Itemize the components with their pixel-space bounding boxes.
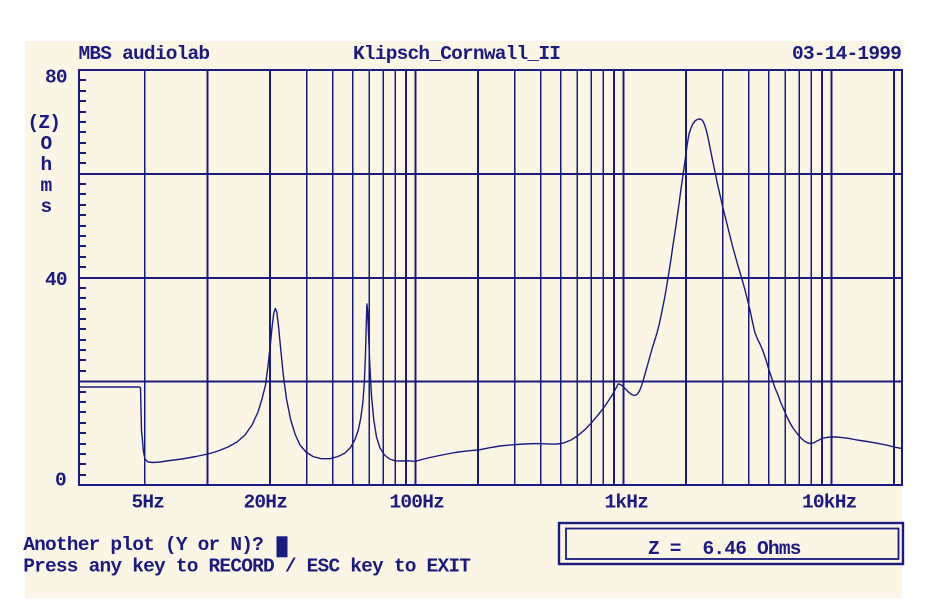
svg-text:20Hz: 20Hz xyxy=(244,492,288,514)
svg-text:O: O xyxy=(41,133,53,155)
svg-text:10kHz: 10kHz xyxy=(802,492,857,514)
svg-text:5Hz: 5Hz xyxy=(132,492,165,514)
svg-text:h: h xyxy=(41,154,52,176)
svg-text:Z = 6.46 Ohms: Z = 6.46 Ohms xyxy=(648,538,801,560)
svg-text:0: 0 xyxy=(55,470,66,492)
svg-text:(Z): (Z) xyxy=(28,112,61,134)
svg-text:m: m xyxy=(41,175,52,197)
svg-text:Klipsch_Cornwall_II: Klipsch_Cornwall_II xyxy=(353,43,560,65)
svg-text:Another plot (Y or N)?: Another plot (Y or N)? xyxy=(23,534,263,556)
svg-text:1kHz: 1kHz xyxy=(605,492,649,514)
svg-text:80: 80 xyxy=(45,66,67,88)
svg-text:s: s xyxy=(41,196,52,218)
svg-text:MBS audiolab: MBS audiolab xyxy=(79,43,210,65)
svg-text:Press any key to RECORD / ESC: Press any key to RECORD / ESC key to EXI… xyxy=(23,555,471,577)
svg-text:03-14-1999: 03-14-1999 xyxy=(792,43,901,65)
svg-text:40: 40 xyxy=(45,269,67,291)
svg-text:100Hz: 100Hz xyxy=(390,492,445,514)
